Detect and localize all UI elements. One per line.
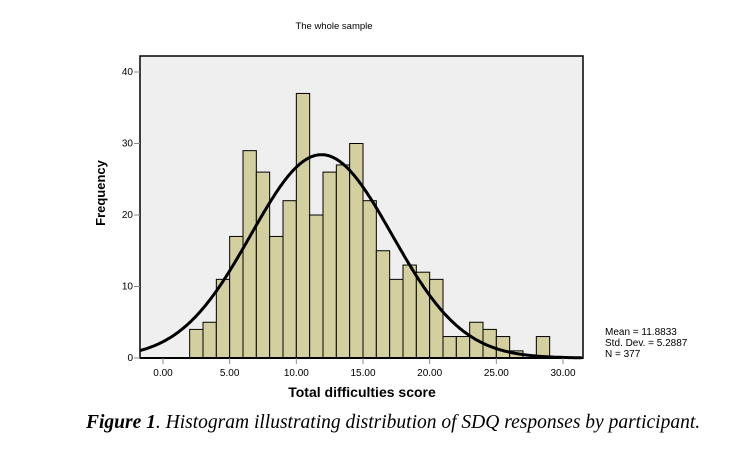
caption-label: Figure 1 xyxy=(86,412,156,433)
x-tick-label: 30.00 xyxy=(550,368,575,379)
histogram-bar xyxy=(255,171,271,359)
histogram-bar xyxy=(309,214,324,359)
histogram-bar xyxy=(495,336,511,359)
chart-title: The whole sample xyxy=(295,21,372,32)
x-tick-label: 25.00 xyxy=(484,368,509,379)
histogram-bar xyxy=(295,92,311,359)
histogram-bar xyxy=(429,278,444,359)
y-tick-label: 40 xyxy=(122,67,134,78)
histogram-bar xyxy=(189,328,204,359)
stats-box: Mean = 11.8833 Std. Dev. = 5.2887 N = 37… xyxy=(605,327,687,360)
y-tick-label: 20 xyxy=(122,210,134,221)
stat-mean: Mean = 11.8833 xyxy=(605,327,677,338)
stat-sd: Std. Dev. = 5.2887 xyxy=(605,338,688,349)
x-tick-label: 0.00 xyxy=(153,368,173,379)
histogram-bar xyxy=(215,278,231,359)
y-axis-label: Frequency xyxy=(93,159,108,226)
histogram-bar xyxy=(375,250,391,359)
y-tick-label: 0 xyxy=(127,353,133,364)
normal-curve xyxy=(139,153,582,360)
stat-n: N = 377 xyxy=(605,349,641,360)
histogram-bar xyxy=(282,200,297,359)
x-tick-label: 20.00 xyxy=(417,368,442,379)
histogram-bar xyxy=(335,164,351,359)
axes-group: 0.00 5.00 10.00 15.00 20.00 25.00 30.00 0 10 20 30… xyxy=(122,67,583,379)
histogram-bar xyxy=(322,171,337,359)
histogram-bar xyxy=(202,321,217,359)
histogram-bar xyxy=(269,235,284,359)
histogram-bar xyxy=(455,336,471,359)
caption-text: . Histogram illustrating distribution of… xyxy=(155,412,701,433)
histogram-bar xyxy=(362,200,377,359)
histogram-bar xyxy=(442,336,457,359)
histogram-bar xyxy=(402,264,417,359)
y-tick-label: 10 xyxy=(122,282,134,293)
x-tick-label: 10.00 xyxy=(284,368,309,379)
x-axis-label: Total difficulties score xyxy=(288,384,436,400)
x-tick-label: 15.00 xyxy=(350,368,375,379)
figure-caption: Figure 1. Histogram illustrating distrib… xyxy=(86,412,700,434)
y-tick-label: 30 xyxy=(122,139,134,150)
histogram-bar xyxy=(242,150,257,359)
x-tick-label: 5.00 xyxy=(220,368,240,379)
histogram-bar xyxy=(389,278,404,359)
